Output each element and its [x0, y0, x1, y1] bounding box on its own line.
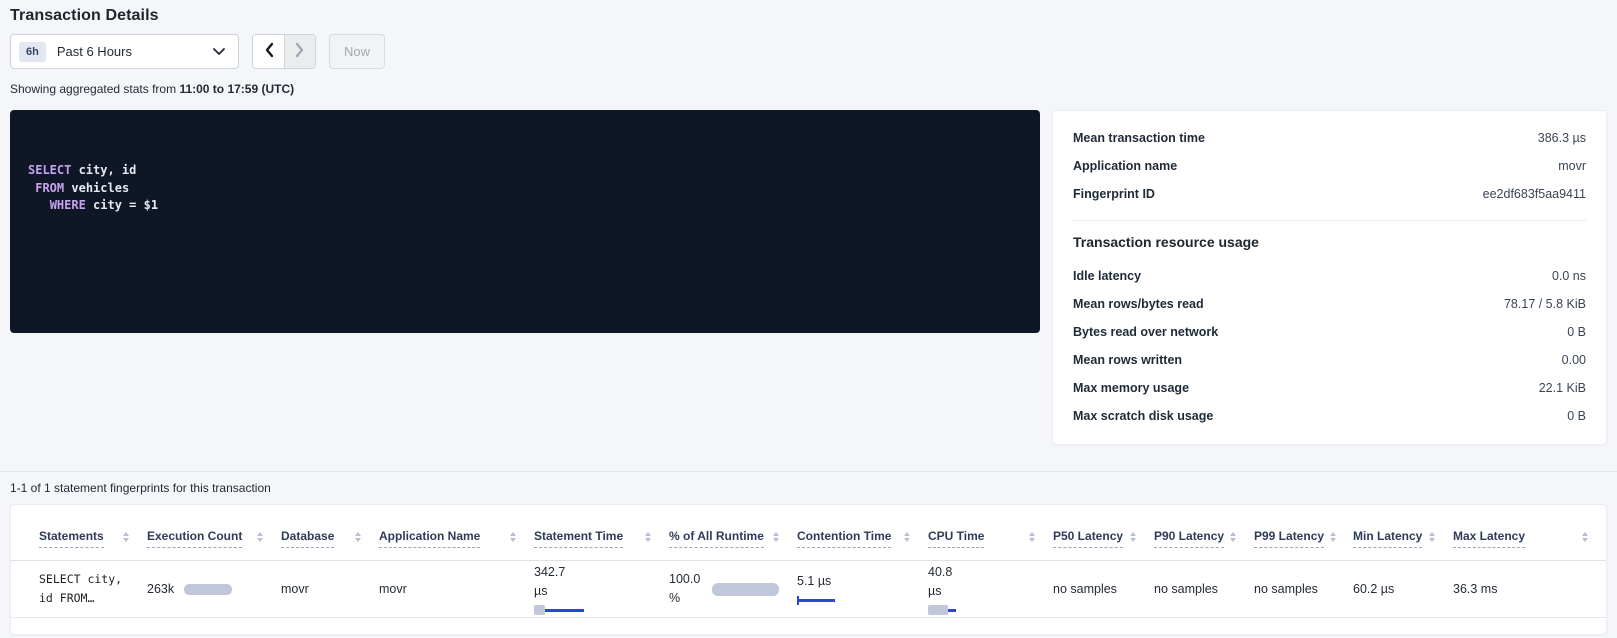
summary-row: Idle latency 0.0 ns [1073, 262, 1586, 290]
statements-table: Statements Execution Count Database Applica… [10, 504, 1607, 635]
column-header-p50-latency[interactable]: P50 Latency [1053, 529, 1154, 548]
sort-icon[interactable] [1582, 532, 1588, 542]
sort-icon[interactable] [257, 532, 263, 542]
cell-statement[interactable]: SELECT city, id FROM… [39, 572, 123, 605]
summary-value: 386.3 µs [1537, 131, 1586, 145]
sort-icon[interactable] [1429, 532, 1435, 542]
summary-row: Max memory usage 22.1 KiB [1073, 374, 1586, 402]
summary-label: Mean transaction time [1073, 131, 1205, 145]
summary-value: 0.00 [1561, 353, 1586, 367]
chevron-left-icon [264, 42, 274, 61]
chevron-down-icon [213, 45, 225, 59]
column-header-contention-time[interactable]: Contention Time [797, 529, 928, 548]
summary-resource: Idle latency 0.0 ns Mean rows/bytes read 78… [1073, 262, 1586, 430]
sort-icon[interactable] [1330, 532, 1337, 542]
runtime-percent-bar [712, 582, 779, 596]
summary-row: Mean rows written 0.00 [1073, 346, 1586, 374]
cell-p50-latency: no samples [1053, 582, 1117, 596]
section-divider [0, 471, 1617, 472]
stats-time-range: 11:00 to 17:59 (UTC) [179, 82, 295, 96]
sort-icon[interactable] [1029, 532, 1035, 542]
cell-application-name: movr [379, 582, 407, 596]
summary-value: 0 B [1567, 409, 1586, 423]
sql-statement-box: SELECT city, id FROM vehicles WHERE city… [10, 110, 1040, 333]
cell-min-latency: 60.2 µs [1353, 582, 1395, 596]
summary-value: movr [1558, 159, 1586, 173]
summary-value: 78.17 / 5.8 KiB [1503, 297, 1586, 311]
aggregated-stats-caption: Showing aggregated stats from 11:00 to 1… [10, 82, 295, 96]
summary-row: Bytes read over network 0 B [1073, 318, 1586, 346]
sort-icon[interactable] [355, 532, 361, 542]
prev-interval-button[interactable] [253, 35, 284, 68]
chevron-right-icon [295, 42, 305, 61]
cell-statement-time: 342.7 µs [534, 561, 669, 617]
cell-max-latency: 36.3 ms [1453, 582, 1498, 596]
summary-label: Fingerprint ID [1073, 187, 1155, 201]
time-range-badge: 6h [19, 41, 46, 62]
column-header-statements[interactable]: Statements [11, 529, 147, 548]
summary-label: Max scratch disk usage [1073, 409, 1214, 423]
summary-label: Max memory usage [1073, 381, 1190, 395]
summary-row: Fingerprint ID ee2df683f5aa9411 [1073, 180, 1586, 208]
statements-count-caption: 1-1 of 1 statement fingerprints for this… [10, 481, 271, 495]
cell-database: movr [281, 582, 309, 596]
sort-icon[interactable] [645, 532, 651, 542]
summary-value: 22.1 KiB [1538, 381, 1586, 395]
time-range-label: Past 6 Hours [56, 44, 132, 59]
summary-value: 0 B [1567, 325, 1586, 339]
contention-time-bar-chart [797, 595, 835, 606]
sort-icon[interactable] [773, 532, 779, 542]
sort-icon[interactable] [123, 532, 129, 542]
summary-divider [1073, 220, 1586, 221]
column-header-execution-count[interactable]: Execution Count [147, 529, 281, 548]
time-range-dropdown[interactable]: 6h Past 6 Hours [10, 34, 239, 69]
page-title: Transaction Details [10, 7, 159, 24]
summary-row: Mean rows/bytes read 78.17 / 5.8 KiB [1073, 290, 1586, 318]
sort-icon[interactable] [904, 532, 910, 542]
sort-icon[interactable] [510, 532, 516, 542]
summary-label: Idle latency [1073, 269, 1142, 283]
statement-time-bar-chart [534, 604, 584, 616]
summary-label: Mean rows written [1073, 353, 1183, 367]
cell-execution-count: 263k [147, 561, 281, 617]
sort-icon[interactable] [1130, 532, 1136, 542]
summary-value: ee2df683f5aa9411 [1482, 187, 1586, 201]
execution-count-bar [184, 583, 233, 595]
column-header--of-all-runtime[interactable]: % of All Runtime [669, 529, 797, 548]
column-header-cpu-time[interactable]: CPU Time [928, 529, 1053, 548]
cell-p99-latency: no samples [1254, 582, 1318, 596]
column-header-statement-time[interactable]: Statement Time [534, 529, 669, 548]
summary-label: Bytes read over network [1073, 325, 1219, 339]
column-header-p99-latency[interactable]: P99 Latency [1254, 529, 1353, 548]
sql-code: SELECT city, id FROM vehicles WHERE city… [28, 163, 159, 212]
resource-usage-title: Transaction resource usage [1073, 234, 1259, 250]
summary-label: Mean rows/bytes read [1073, 297, 1204, 311]
next-interval-button[interactable] [284, 35, 315, 68]
column-header-application-name[interactable]: Application Name [379, 529, 534, 548]
summary-row: Mean transaction time 386.3 µs [1073, 124, 1586, 152]
summary-row: Max scratch disk usage 0 B [1073, 402, 1586, 430]
table-row: SELECT city, id FROM… 263k movr movr 342… [11, 561, 1606, 618]
cell-p90-latency: no samples [1154, 582, 1218, 596]
column-header-min-latency[interactable]: Min Latency [1353, 529, 1453, 548]
column-header-database[interactable]: Database [281, 529, 379, 548]
transaction-summary-card: Mean transaction time 386.3 µs Application… [1052, 110, 1607, 445]
column-header-p90-latency[interactable]: P90 Latency [1154, 529, 1254, 548]
cell-contention-time: 5.1 µs [797, 561, 928, 617]
summary-meta: Mean transaction time 386.3 µs Application… [1073, 124, 1586, 208]
summary-label: Application name [1073, 159, 1178, 173]
now-button[interactable]: Now [329, 34, 386, 69]
time-pager [252, 34, 316, 69]
time-toolbar: 6h Past 6 Hours Now [10, 34, 1607, 69]
summary-value: 0.0 ns [1551, 269, 1586, 283]
cpu-time-bar-chart [928, 604, 956, 616]
sort-icon[interactable] [1230, 532, 1237, 542]
table-header-row: Statements Execution Count Database Applica… [11, 505, 1606, 561]
cell-percent-runtime: 100.0 % [669, 561, 797, 617]
cell-cpu-time: 40.8 µs [928, 561, 1053, 617]
column-header-max-latency[interactable]: Max Latency [1453, 529, 1606, 548]
summary-row: Application name movr [1073, 152, 1586, 180]
